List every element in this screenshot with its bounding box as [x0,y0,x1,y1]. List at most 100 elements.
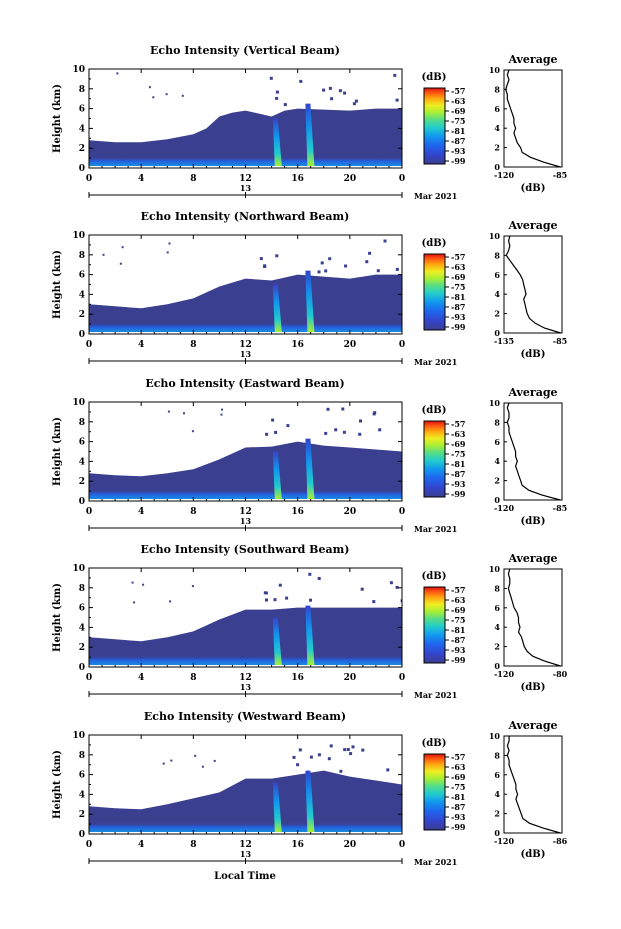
colorbar-tick-label: -75 [451,449,465,459]
x-tick-label: 0 [399,507,405,517]
average-frame [504,236,562,333]
echo-speck [167,251,169,253]
average-max-label: -80 [553,669,568,679]
echo-speck [339,89,342,92]
colorbar-tick-label: -87 [451,136,465,146]
x-tick-label: 4 [138,673,144,683]
echo-speck [271,419,274,422]
colorbar-tick-label: -93 [451,645,466,655]
heatmap-panel-2: 0246810Height (km)0 4 8 12 16 20 013Mar 2021(d… [52,398,562,534]
echo-speck [274,598,277,601]
x-tick-label: 8 [190,840,196,850]
x-tick-label: 8 [190,673,196,683]
average-y-tick-label: 10 [489,65,501,75]
colorbar-tick-label: -69 [451,106,466,116]
colorbar-tick-label: -81 [451,625,465,635]
echo-speck [330,744,333,747]
echo-speck [183,412,185,414]
y-tick-label: 0 [79,330,85,340]
echo-speck [355,100,358,103]
echo-speck [182,95,184,97]
y-tick-label: 0 [79,830,85,840]
average-y-tick-label: 8 [494,583,500,593]
heatmap-panel-1: 0246810Height (km)0 4 8 12 16 20 013Mar 2021(d… [52,231,562,367]
echo-speck [133,601,135,603]
echo-speck [327,408,330,411]
colorbar-tick-label: -99 [451,322,466,332]
echo-speck [279,584,282,587]
echo-speck [359,420,362,423]
echo-speck [169,243,171,245]
average-max-label: -86 [553,836,568,846]
y-tick-label: 4 [79,623,85,633]
average-max-label: -85 [553,170,567,180]
echo-speck [142,584,144,586]
average-y-tick-label: 8 [494,84,500,94]
echo-speck [270,77,273,80]
date-label: Mar 2021 [414,191,457,201]
echo-speck [192,430,194,432]
echo-speck [373,412,376,415]
echo-speck [221,414,223,416]
echo-speck [361,588,364,591]
echo-speck [214,760,216,762]
x-axis-label: Local Time [214,871,276,882]
colorbar-unit-label: (dB) [422,238,447,249]
colorbar-tick-label: -93 [451,312,466,322]
echo-speck [329,87,332,90]
average-y-tick-label: 2 [494,809,500,819]
date-label: Mar 2021 [414,690,457,700]
average-y-tick-label: 2 [494,309,500,319]
echo-speck [296,763,299,766]
x-tick-label: 0 [399,673,405,683]
average-max-label: -85 [553,336,567,346]
colorbar-tick-label: -87 [451,802,465,812]
average-y-tick-label: 4 [494,622,500,632]
x-tick-label: 0 [399,340,405,350]
echo-speck [318,577,321,580]
colorbar-tick-label: -57 [451,252,465,262]
echo-speck [324,432,327,435]
heatmap-body [89,744,402,834]
average-y-tick-label: 0 [494,828,500,838]
colorbar-tick-label: -63 [451,262,466,272]
date-label: Mar 2021 [414,857,457,867]
y-axis-label: Height (km) [52,750,63,819]
average-profile-line [507,736,560,833]
x-tick-label: 16 [291,174,304,184]
colorbar [424,754,445,830]
average-x-label: (dB) [521,682,546,693]
echo-speck [265,433,268,436]
echo-speck [347,748,350,751]
colorbar-tick-label: -69 [451,272,466,282]
average-frame [504,569,562,666]
date-label: Mar 2021 [414,524,457,534]
colorbar-tick-label: -99 [451,655,466,665]
echo-speck [275,97,278,100]
heatmap-body [89,72,402,168]
echo-speck [260,257,263,260]
x-tick-label: 16 [291,340,304,350]
average-y-tick-label: 6 [494,270,500,280]
echo-speck [324,269,327,272]
colorbar-tick-label: -75 [451,282,465,292]
echo-speck [386,768,389,771]
panel-title: Echo Intensity (Westward Beam) [144,710,346,723]
echo-speck [318,270,321,273]
average-y-tick-label: 10 [489,231,501,241]
echo-speck [328,757,331,760]
average-y-tick-label: 2 [494,642,500,652]
colorbar-tick-label: -99 [451,822,466,832]
echo-speck [343,431,346,434]
y-tick-label: 6 [79,604,85,614]
x-tick-label: 0 [86,340,92,350]
y-tick-label: 0 [79,663,85,673]
average-frame [504,70,562,167]
colorbar-tick-label: -69 [451,605,466,615]
x-tick-label: 0 [399,840,405,850]
average-y-tick-label: 6 [494,104,500,114]
heatmap-body [89,408,402,502]
echo-speck [308,573,311,576]
colorbar-tick-label: -81 [451,792,465,802]
